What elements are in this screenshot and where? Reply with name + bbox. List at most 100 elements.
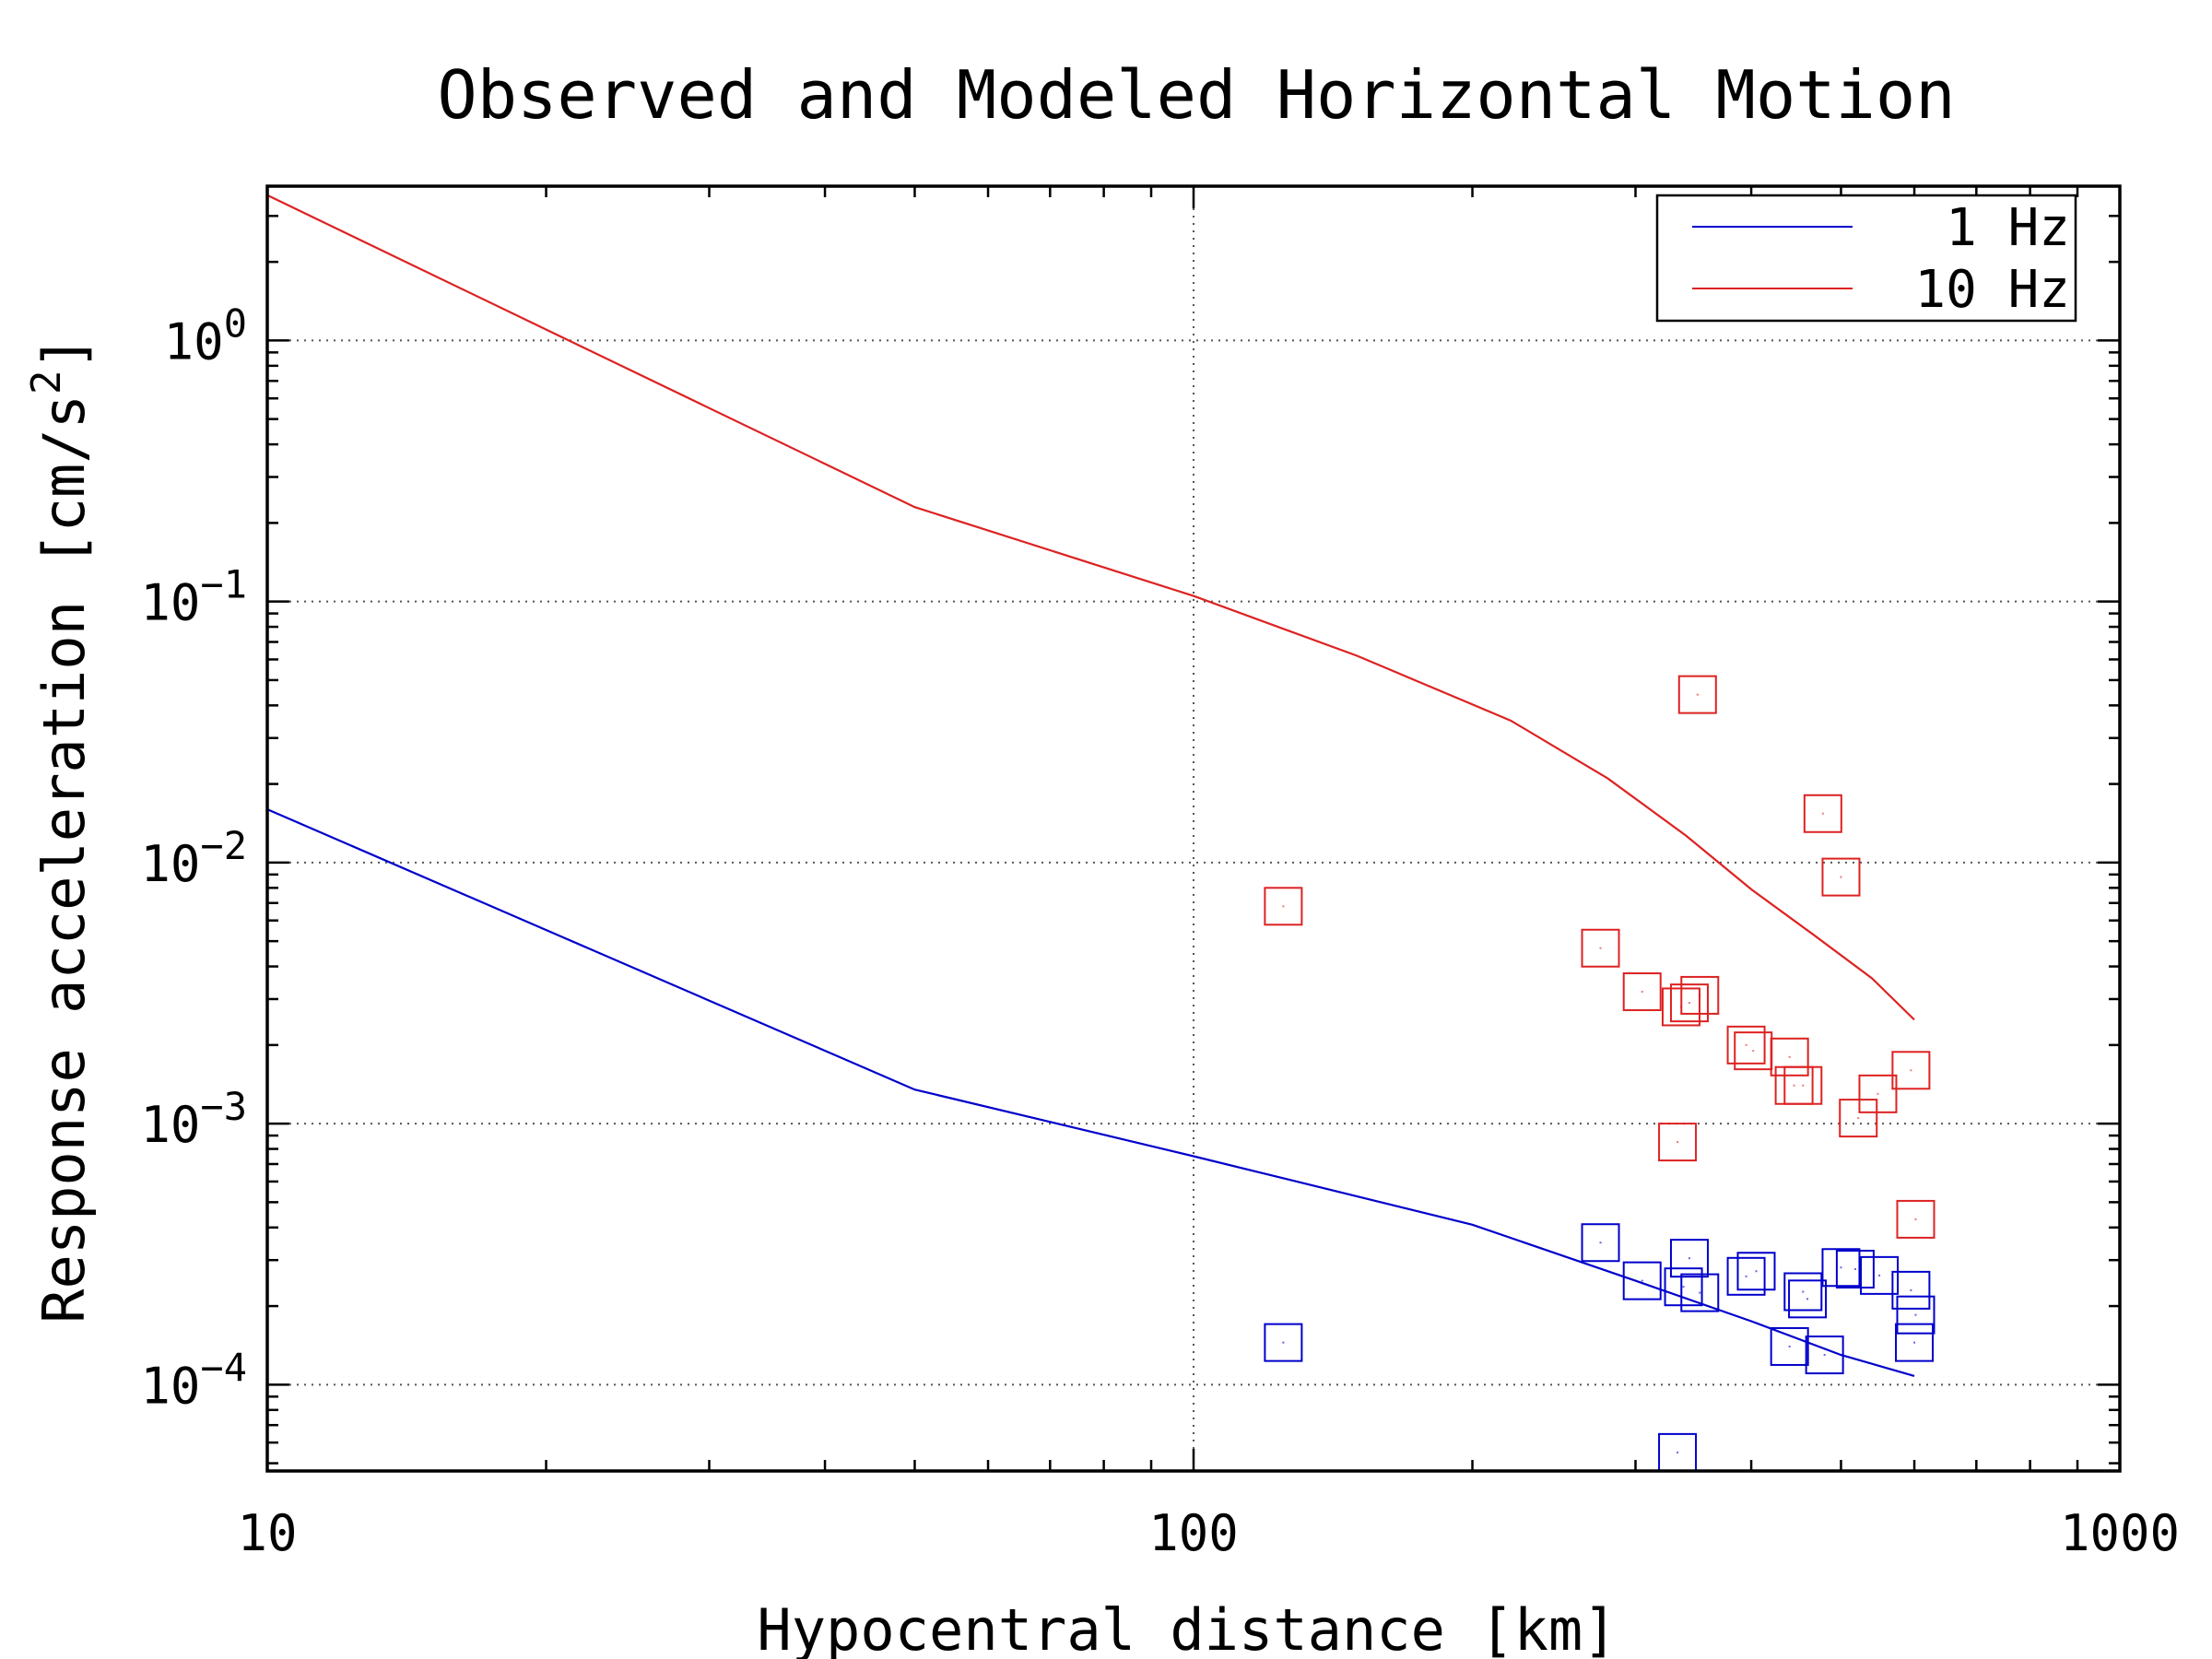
axis-ticks — [265, 186, 2122, 1471]
legend-label-1hz: 1 Hz — [1946, 198, 2070, 258]
y-axis-label-text: Response acceleration [cm/s — [30, 394, 98, 1324]
data-point-center — [1755, 1270, 1758, 1273]
data-point-center — [1840, 876, 1842, 878]
data-point — [1622, 972, 1662, 1012]
data-point-center — [1793, 1084, 1795, 1087]
data-point-center — [1821, 812, 1824, 815]
data-point — [1821, 857, 1861, 897]
data-point — [1669, 983, 1709, 1023]
y-tick-label: 10−2 — [140, 823, 247, 893]
grid-lines — [267, 186, 2120, 1471]
series-line-1 — [266, 194, 1915, 1021]
legend-box — [1655, 194, 2077, 323]
data-point — [1896, 1295, 1936, 1335]
data-point — [1891, 1270, 1931, 1310]
data-point — [1677, 675, 1717, 714]
data-point — [1821, 1248, 1861, 1288]
data-point — [1835, 1250, 1875, 1289]
data-point — [1770, 1326, 1809, 1366]
data-point-center — [1806, 1298, 1809, 1300]
data-point-center — [1282, 1341, 1285, 1344]
data-point — [1783, 1272, 1823, 1312]
data-point-center — [1840, 1266, 1842, 1269]
chart-title: Observed and Modeled Horizontal Motion — [437, 56, 1955, 134]
data-point-center — [1877, 1092, 1879, 1095]
data-point — [1891, 1051, 1931, 1090]
data-point-center — [1910, 1069, 1912, 1072]
y-tick-label: 10−4 — [140, 1345, 247, 1415]
series-markers-3 — [1264, 794, 1936, 1239]
data-point-center — [1688, 1257, 1690, 1260]
data-point-center — [1745, 1043, 1747, 1046]
legend-label-10hz: 10 Hz — [1914, 260, 2070, 320]
data-point — [1726, 1256, 1766, 1296]
x-tick-label: 1000 — [2060, 1504, 2180, 1562]
data-point — [1860, 1255, 1900, 1295]
data-point — [1680, 1273, 1720, 1312]
data-point — [1736, 1252, 1776, 1291]
data-point-center — [1699, 994, 1701, 996]
data-point-center — [1682, 1286, 1685, 1288]
data-point-center — [1914, 1218, 1917, 1220]
data-point-center — [1788, 1055, 1791, 1058]
data-point-center — [1688, 1002, 1690, 1005]
legend: 1 Hz 10 Hz — [1655, 194, 2077, 323]
data-point-center — [1745, 1275, 1747, 1277]
data-point-center — [1910, 1288, 1912, 1291]
data-point — [1622, 1261, 1662, 1300]
x-axis-label: Hypocentral distance [km] — [757, 1596, 1617, 1659]
data-point-center — [1696, 693, 1699, 696]
data-point — [1658, 1123, 1698, 1162]
y-tick-label: 10−3 — [140, 1084, 247, 1154]
data-point-center — [1641, 991, 1643, 994]
y-axis-label: Response acceleration [cm/s2] — [23, 335, 98, 1324]
data-point — [1264, 887, 1303, 926]
data-point-center — [1802, 1290, 1805, 1293]
y-axis-label-close: ] — [30, 335, 98, 370]
data-point-center — [1823, 1354, 1826, 1357]
data-point-center — [1677, 1451, 1679, 1453]
data-point-center — [1282, 905, 1285, 908]
data-point — [1264, 1323, 1303, 1362]
data-point — [1788, 1279, 1828, 1319]
data-point — [1680, 975, 1720, 1015]
series-line-0 — [266, 808, 1915, 1377]
data-point — [1664, 1267, 1703, 1307]
data-point — [1770, 1037, 1809, 1077]
data-point — [1581, 928, 1620, 968]
data-point-center — [1788, 1345, 1791, 1347]
x-tick-label: 10 — [237, 1504, 297, 1562]
data-point-center — [1699, 1291, 1701, 1294]
data-point — [1803, 794, 1842, 833]
data-point-center — [1599, 1241, 1602, 1244]
y-axis-tick-labels: 100 10−1 10−2 10−3 10−4 — [140, 300, 247, 1415]
series-layer — [266, 194, 1936, 1472]
data-point-center — [1641, 1279, 1643, 1282]
data-point-center — [1878, 1274, 1881, 1277]
data-point-center — [1913, 1341, 1916, 1344]
data-point — [1783, 1065, 1823, 1105]
x-axis-tick-labels: 10 100 1000 — [237, 1504, 2180, 1562]
data-point — [1895, 1323, 1935, 1362]
data-point-center — [1677, 1141, 1679, 1144]
data-point — [1805, 1335, 1844, 1375]
data-point — [1726, 1025, 1766, 1065]
x-tick-label: 100 — [1148, 1504, 1239, 1562]
y-tick-label: 100 — [164, 300, 247, 371]
y-axis-label-superscript: 2 — [23, 370, 70, 394]
data-point — [1858, 1074, 1898, 1113]
data-point — [1896, 1199, 1936, 1239]
data-point — [1581, 1223, 1620, 1263]
series-markers-2 — [1264, 1223, 1936, 1472]
data-point-center — [1752, 1050, 1755, 1053]
data-point-center — [1599, 947, 1602, 949]
data-point — [1669, 1239, 1709, 1278]
y-tick-label: 10−1 — [140, 562, 247, 632]
data-point-center — [1802, 1084, 1805, 1087]
data-point — [1839, 1099, 1878, 1138]
data-point-center — [1857, 1117, 1860, 1120]
data-point-center — [1914, 1313, 1917, 1316]
series-markers-4 — [1677, 675, 1717, 714]
data-point-center — [1853, 1268, 1856, 1271]
